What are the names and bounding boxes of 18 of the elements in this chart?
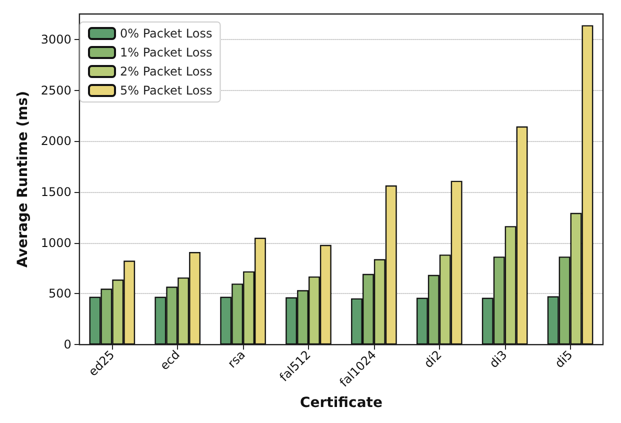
legend-label: 1% Packet Loss: [120, 46, 212, 60]
x-tick-label: rsa: [225, 348, 248, 371]
y-tick-label: 2500: [40, 83, 72, 98]
y-tick-label: 0: [64, 338, 72, 352]
y-tick-label: 500: [48, 286, 72, 301]
x-tick-label: ecd: [157, 348, 183, 373]
legend-label: 5% Packet Loss: [120, 84, 212, 98]
legend-label: 0% Packet Loss: [120, 26, 212, 40]
x-tick-label: di3: [486, 348, 510, 371]
legend-label: 2% Packet Loss: [120, 64, 212, 78]
x-axis-title: Certificate: [300, 395, 382, 411]
x-tick-label: di2: [421, 348, 444, 371]
y-tick-label: 2000: [40, 134, 72, 148]
y-tick-label: 3000: [40, 32, 72, 46]
x-tick-label: di5: [552, 348, 576, 371]
y-tick-label: 1500: [40, 185, 72, 200]
y-tick-label: 1000: [40, 236, 72, 250]
y-axis-title: Average Runtime (ms): [15, 91, 31, 268]
